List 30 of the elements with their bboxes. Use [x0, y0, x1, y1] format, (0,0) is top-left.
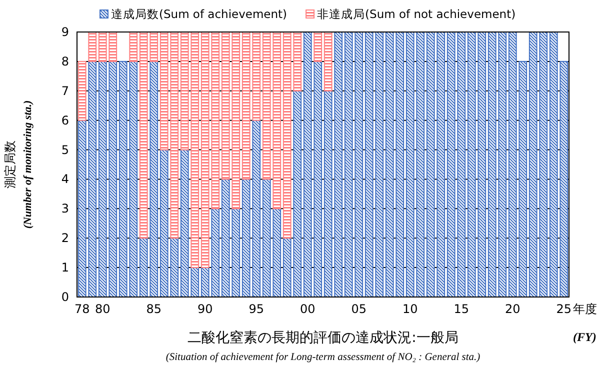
bar — [324, 32, 332, 92]
y-tick-label: 2 — [61, 231, 69, 246]
x-tick-label: 78 — [74, 302, 90, 316]
y-tick-label: 6 — [61, 113, 69, 128]
x-tick-label: 10 — [402, 302, 418, 316]
y-tick-label: 1 — [61, 260, 69, 275]
legend-label: 達成局数(Sum of achievement) — [111, 7, 288, 21]
y-tick-label: 5 — [61, 142, 69, 157]
x-tick-label: 05 — [351, 302, 367, 316]
y-tick-label: 4 — [61, 172, 69, 186]
x-tick-label: 90 — [197, 302, 213, 316]
x-tick-label: 85 — [146, 302, 162, 316]
x-tick-label: 20 — [504, 302, 520, 316]
y-tick-label: 7 — [61, 84, 69, 98]
text: 二酸化窒素の長期的評価の達成状況:一般局 — [188, 330, 458, 346]
y-axis-title: 測定局数 (Number of monitoring sta.) — [3, 100, 34, 229]
x-axis-title: 年度 (FY) — [573, 302, 597, 344]
legend-label: 非達成局(Sum of not achievement) — [317, 7, 516, 21]
x-tick-label: 80 — [94, 302, 110, 316]
x-tick-label: 25 — [556, 302, 572, 316]
y-tick-label: 3 — [61, 202, 69, 216]
bar — [314, 32, 322, 62]
x-tick-label: 95 — [248, 302, 264, 316]
y-tick-label: 8 — [61, 54, 69, 68]
x-tick-label: 15 — [454, 302, 470, 316]
x-tick-label: 00 — [300, 302, 316, 316]
text: (Situation of achievement for Long-term assessment of NO₂ : General sta.) — [166, 352, 481, 363]
bar — [129, 32, 138, 62]
y-tick-label: 9 — [61, 25, 69, 39]
y-tick-label: 0 — [61, 290, 69, 304]
